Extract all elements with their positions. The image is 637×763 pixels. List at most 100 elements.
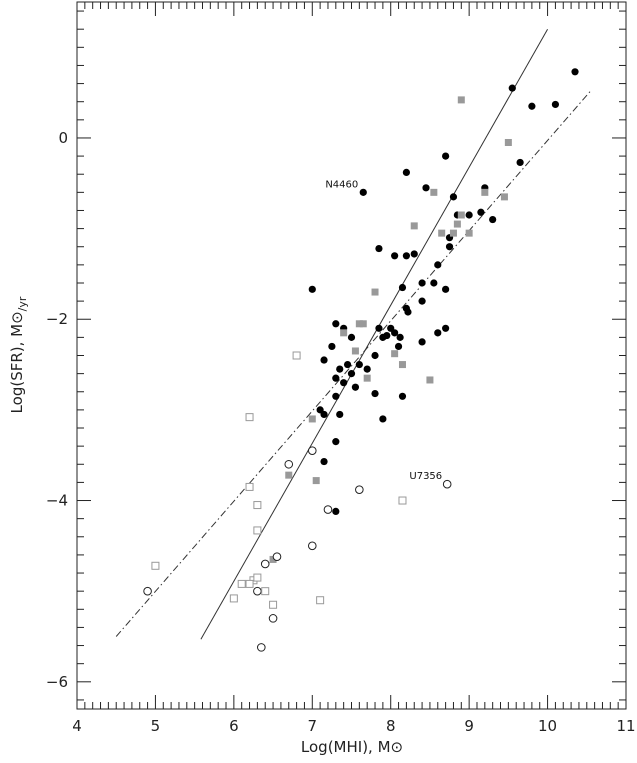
x-tick-label: 6 — [229, 717, 239, 735]
tick-labels: 4 5 6 7 8 9 10 11 0 −2 −4 −6 — [46, 129, 636, 735]
y-tick-label: 0 — [58, 129, 68, 147]
point-filled-circle — [359, 188, 367, 196]
point-gray-square — [355, 320, 363, 328]
fit-line-solid — [200, 28, 549, 640]
point-filled-circle — [379, 333, 387, 341]
point-gray-square — [351, 347, 359, 355]
point-gray-square — [438, 229, 446, 237]
point-filled-circle — [391, 329, 399, 337]
point-filled-circle — [442, 285, 450, 293]
point-filled-circle — [410, 250, 418, 258]
point-gray-square — [500, 193, 508, 201]
point-filled-circle — [508, 84, 516, 92]
point-open-circle — [268, 614, 278, 623]
point-gray-square — [391, 350, 399, 358]
point-gray-square — [465, 229, 473, 237]
point-open-circle — [307, 541, 317, 551]
point-gray-square — [410, 222, 418, 230]
annotations: N4460 U7356 — [325, 179, 442, 482]
point-gray-square — [398, 361, 406, 369]
point-filled-circle — [442, 152, 450, 160]
point-gray-square — [504, 138, 512, 146]
point-filled-circle — [402, 252, 410, 260]
point-filled-circle — [434, 261, 442, 269]
point-filled-circle — [418, 279, 426, 287]
point-gray-square — [457, 211, 465, 219]
point-gray-square — [449, 229, 457, 237]
point-filled-circle — [528, 102, 536, 110]
point-open-square — [151, 561, 160, 570]
x-tick-label: 11 — [616, 717, 635, 735]
point-open-square — [253, 573, 262, 582]
x-tick-label: 7 — [308, 717, 318, 735]
point-open-circle — [253, 586, 262, 596]
tick-marks — [76, 2, 627, 709]
point-open-square — [316, 596, 325, 605]
point-open-square — [292, 351, 301, 360]
point-gray-square — [481, 188, 489, 196]
y-axis-label: Log(SFR), M⊙/yr — [8, 296, 29, 413]
point-filled-circle — [477, 208, 485, 216]
y-tick-label: −2 — [46, 310, 68, 328]
point-filled-circle — [445, 243, 454, 251]
point-open-circle — [442, 479, 452, 489]
point-filled-circle — [332, 438, 340, 446]
point-filled-circle — [308, 285, 316, 293]
point-open-circle — [307, 446, 317, 455]
y-axis-label-sub: /yr — [16, 296, 29, 311]
point-filled-circle — [394, 342, 403, 351]
x-tick-label: 4 — [72, 717, 82, 735]
point-filled-circle — [355, 360, 363, 369]
point-filled-circle — [320, 356, 328, 364]
point-filled-circle — [320, 410, 328, 419]
point-filled-circle — [375, 324, 383, 332]
point-filled-circle — [351, 383, 360, 391]
point-filled-circle — [398, 283, 407, 292]
x-tick-label: 8 — [386, 717, 396, 735]
point-gray-square — [426, 376, 434, 384]
point-open-square — [237, 579, 246, 588]
point-gray-square — [371, 288, 379, 296]
data-points — [143, 68, 579, 652]
point-open-square — [253, 526, 262, 535]
point-gray-square — [285, 471, 293, 479]
point-filled-circle — [434, 329, 442, 337]
x-axis-label: Log(MHI), M⊙ — [301, 738, 403, 756]
point-open-square — [229, 594, 238, 603]
point-gray-square — [308, 415, 316, 423]
point-filled-circle — [340, 379, 348, 387]
point-filled-circle — [320, 457, 328, 466]
x-tick-label: 10 — [538, 717, 557, 735]
point-open-square — [398, 496, 407, 505]
point-open-square — [261, 587, 270, 596]
point-filled-circle — [430, 279, 438, 287]
point-open-square — [253, 501, 262, 510]
point-open-square — [245, 413, 254, 422]
point-gray-square — [453, 220, 461, 228]
point-filled-circle — [465, 211, 473, 219]
point-open-square — [245, 579, 254, 588]
point-filled-circle — [379, 415, 387, 423]
point-filled-circle — [363, 365, 371, 373]
x-tick-label: 5 — [151, 717, 161, 735]
svg-text:Log(SFR), M⊙/yr: Log(SFR), M⊙/yr — [8, 296, 29, 413]
point-filled-circle — [418, 297, 426, 305]
point-filled-circle — [347, 370, 356, 378]
point-filled-circle — [442, 324, 450, 332]
point-filled-circle — [391, 252, 399, 260]
point-filled-circle — [332, 392, 340, 400]
point-gray-square — [457, 96, 465, 104]
point-open-square — [245, 482, 254, 491]
point-open-circle — [257, 643, 266, 652]
point-filled-circle — [371, 351, 379, 360]
point-filled-circle — [332, 374, 340, 382]
point-gray-square — [359, 320, 367, 328]
y-tick-label: −4 — [46, 492, 68, 510]
point-annotation: U7356 — [409, 471, 442, 482]
point-open-circle — [323, 505, 333, 514]
point-gray-square — [430, 188, 438, 196]
point-open-circle — [260, 559, 270, 569]
point-filled-circle — [396, 333, 404, 341]
point-open-circle — [143, 586, 152, 596]
fit-line-dash-dot — [115, 90, 592, 637]
